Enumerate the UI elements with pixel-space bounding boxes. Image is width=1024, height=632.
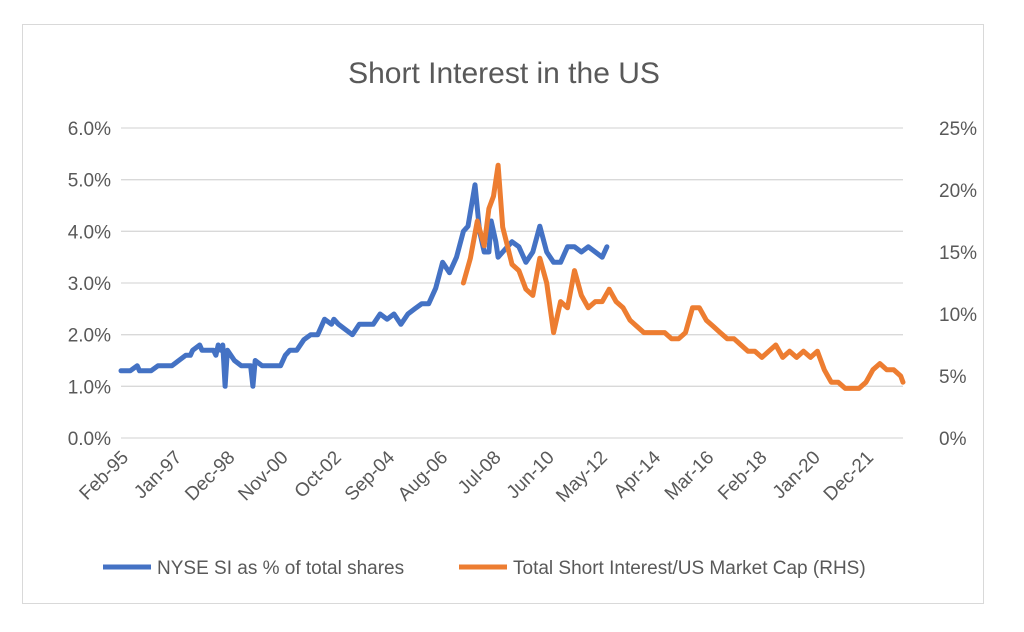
y-left-tick-label: 4.0% [68, 222, 111, 243]
x-tick-label: Jul-08 [454, 447, 505, 498]
y-right-tick-label: 25% [939, 119, 977, 140]
x-tick-label: Feb-18 [714, 447, 771, 504]
y-left-tick-label: 3.0% [68, 274, 111, 295]
chart-title: Short Interest in the US [348, 57, 660, 90]
y-right-tick-label: 0% [939, 429, 967, 450]
y-right-tick-label: 20% [939, 181, 977, 202]
x-axis: Feb-95Jan-97Dec-98Nov-00Oct-02Sep-04Aug-… [76, 447, 878, 507]
series-line-nyse-si [118, 182, 610, 389]
y-left-tick-label: 5.0% [68, 171, 111, 192]
legend-label-nyse: NYSE SI as % of total shares [157, 558, 404, 579]
x-tick-label: Jan-97 [130, 447, 186, 503]
legend: NYSE SI as % of total shares Total Short… [103, 558, 866, 579]
line-chart: Short Interest in the US 0.0% 1.0% 2.0% 3.0… [68, 57, 977, 579]
series-line-total-si [460, 162, 906, 391]
x-tick-label: Dec-98 [181, 447, 239, 505]
y-axis-left: 0.0% 1.0% 2.0% 3.0% 4.0% 5.0% 6.0% [68, 119, 111, 450]
chart-frame: Short Interest in the US 0.0% 1.0% 2.0% 3.0… [22, 24, 984, 604]
x-tick-label: Nov-00 [235, 447, 293, 505]
x-tick-label: Jun-10 [503, 447, 559, 503]
series-lines [118, 162, 906, 391]
x-tick-label: Oct-02 [291, 447, 346, 502]
y-left-tick-label: 1.0% [68, 377, 111, 398]
x-tick-label: Dec-21 [820, 447, 878, 505]
x-tick-label: Feb-95 [76, 447, 133, 504]
x-tick-label: Aug-06 [394, 447, 452, 505]
gridlines [121, 127, 903, 439]
x-tick-label: Sep-04 [341, 447, 399, 505]
x-tick-label: May-12 [552, 447, 612, 507]
y-right-tick-label: 10% [939, 305, 977, 326]
x-tick-label: Apr-14 [610, 447, 665, 502]
y-right-tick-label: 5% [939, 367, 967, 388]
legend-label-total-si: Total Short Interest/US Market Cap (RHS) [513, 558, 866, 579]
y-left-tick-label: 2.0% [68, 326, 111, 347]
y-left-tick-label: 6.0% [68, 119, 111, 140]
y-axis-right: 0% 5% 10% 15% 20% 25% [939, 119, 977, 450]
x-tick-label: Jan-20 [769, 447, 825, 503]
x-tick-label: Mar-16 [661, 447, 718, 504]
y-right-tick-label: 15% [939, 243, 977, 264]
y-left-tick-label: 0.0% [68, 429, 111, 450]
